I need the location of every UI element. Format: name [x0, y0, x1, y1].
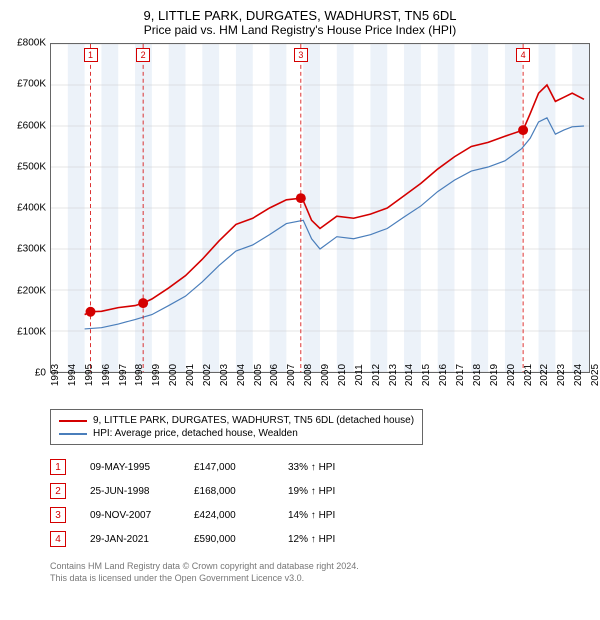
y-tick-label: £400K — [17, 203, 46, 214]
x-tick-label: 2007 — [286, 364, 297, 386]
page-subtitle: Price paid vs. HM Land Registry's House … — [10, 23, 590, 37]
x-tick-label: 2002 — [202, 364, 213, 386]
chart-marker-badge: 4 — [516, 48, 530, 62]
x-tick-label: 2012 — [371, 364, 382, 386]
x-tick-label: 2021 — [523, 364, 534, 386]
transaction-pct: 12% ↑ HPI — [288, 534, 335, 545]
transaction-pct: 33% ↑ HPI — [288, 462, 335, 473]
y-tick-label: £700K — [17, 79, 46, 90]
x-tick-label: 2025 — [590, 364, 600, 386]
transaction-price: £590,000 — [194, 534, 264, 545]
x-tick-label: 1997 — [118, 364, 129, 386]
y-tick-label: £0 — [35, 368, 46, 379]
x-tick-label: 2019 — [489, 364, 500, 386]
y-tick-label: £500K — [17, 161, 46, 172]
x-tick-label: 2014 — [404, 364, 415, 386]
chart-legend: 9, LITTLE PARK, DURGATES, WADHURST, TN5 … — [50, 409, 423, 445]
transaction-price: £424,000 — [194, 510, 264, 521]
legend-label-1: 9, LITTLE PARK, DURGATES, WADHURST, TN5 … — [93, 415, 414, 426]
x-tick-label: 2015 — [421, 364, 432, 386]
x-tick-label: 1996 — [101, 364, 112, 386]
legend-swatch-1 — [59, 420, 87, 422]
transaction-pct: 14% ↑ HPI — [288, 510, 335, 521]
x-tick-label: 2020 — [506, 364, 517, 386]
x-tick-label: 2004 — [236, 364, 247, 386]
legend-swatch-2 — [59, 433, 87, 435]
transaction-row: 3 09-NOV-2007 £424,000 14% ↑ HPI — [50, 503, 590, 527]
transaction-badge: 4 — [50, 531, 66, 547]
x-tick-label: 2024 — [573, 364, 584, 386]
footer-line-1: Contains HM Land Registry data © Crown c… — [50, 561, 590, 573]
x-tick-label: 1995 — [84, 364, 95, 386]
transaction-badge: 2 — [50, 483, 66, 499]
transaction-row: 1 09-MAY-1995 £147,000 33% ↑ HPI — [50, 455, 590, 479]
transaction-price: £147,000 — [194, 462, 264, 473]
x-axis-labels: 1993199419951996199719981999200020012002… — [50, 373, 590, 401]
footer-line-2: This data is licensed under the Open Gov… — [50, 573, 590, 585]
x-tick-label: 1998 — [134, 364, 145, 386]
x-tick-label: 2013 — [388, 364, 399, 386]
x-tick-label: 2008 — [303, 364, 314, 386]
x-tick-label: 1999 — [151, 364, 162, 386]
footer-text: Contains HM Land Registry data © Crown c… — [50, 561, 590, 584]
x-tick-label: 2009 — [320, 364, 331, 386]
transaction-table: 1 09-MAY-1995 £147,000 33% ↑ HPI 2 25-JUN-199… — [50, 455, 590, 551]
transaction-badge: 1 — [50, 459, 66, 475]
transaction-pct: 19% ↑ HPI — [288, 486, 335, 497]
transaction-date: 29-JAN-2021 — [90, 534, 170, 545]
x-tick-label: 2016 — [438, 364, 449, 386]
chart-area: £0£100K£200K£300K£400K£500K£600K£700K£80… — [10, 43, 590, 373]
transaction-date: 25-JUN-1998 — [90, 486, 170, 497]
transaction-row: 2 25-JUN-1998 £168,000 19% ↑ HPI — [50, 479, 590, 503]
transaction-row: 4 29-JAN-2021 £590,000 12% ↑ HPI — [50, 527, 590, 551]
legend-label-2: HPI: Average price, detached house, Weal… — [93, 428, 298, 439]
chart-marker-badge: 1 — [84, 48, 98, 62]
y-tick-label: £200K — [17, 285, 46, 296]
x-tick-label: 2022 — [539, 364, 550, 386]
transaction-badge: 3 — [50, 507, 66, 523]
x-tick-label: 2011 — [354, 364, 365, 386]
y-tick-label: £600K — [17, 120, 46, 131]
x-tick-label: 2001 — [185, 364, 196, 386]
legend-row-price-paid: 9, LITTLE PARK, DURGATES, WADHURST, TN5 … — [59, 414, 414, 427]
transaction-price: £168,000 — [194, 486, 264, 497]
x-tick-label: 1993 — [50, 364, 61, 386]
y-tick-label: £800K — [17, 38, 46, 49]
x-tick-label: 2010 — [337, 364, 348, 386]
x-tick-label: 2003 — [219, 364, 230, 386]
x-tick-label: 2006 — [269, 364, 280, 386]
page-title: 9, LITTLE PARK, DURGATES, WADHURST, TN5 … — [10, 8, 590, 23]
x-tick-label: 2023 — [556, 364, 567, 386]
chart-marker-badge: 3 — [294, 48, 308, 62]
y-tick-label: £300K — [17, 244, 46, 255]
y-tick-label: £100K — [17, 326, 46, 337]
legend-row-hpi: HPI: Average price, detached house, Weal… — [59, 427, 414, 440]
x-tick-label: 2005 — [253, 364, 264, 386]
x-tick-label: 2000 — [168, 364, 179, 386]
transaction-date: 09-MAY-1995 — [90, 462, 170, 473]
transaction-date: 09-NOV-2007 — [90, 510, 170, 521]
x-tick-label: 1994 — [67, 364, 78, 386]
chart-plot: 1 2 3 4 — [50, 43, 590, 373]
y-axis-labels: £0£100K£200K£300K£400K£500K£600K£700K£80… — [10, 43, 50, 373]
chart-marker-badge: 2 — [136, 48, 150, 62]
x-tick-label: 2018 — [472, 364, 483, 386]
x-tick-label: 2017 — [455, 364, 466, 386]
